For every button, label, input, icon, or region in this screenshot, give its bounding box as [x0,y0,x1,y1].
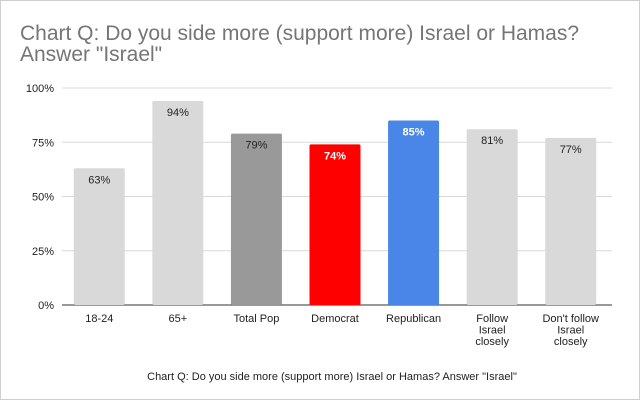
x-tick-label: Republican [386,313,441,325]
x-tick-label: 65+ [169,313,188,325]
x-tick-label: Don't follow [542,313,599,325]
bar [230,133,282,305]
bars [73,101,597,306]
bar [309,144,361,305]
data-label: 79% [245,140,267,152]
data-label: 85% [403,127,425,139]
x-tick-label: Israel [479,325,506,337]
x-tick-label: Follow [476,313,508,325]
bar [466,129,518,305]
x-tick-label: Democrat [311,313,359,325]
bar [388,120,440,305]
y-tick-label: 25% [32,246,54,258]
x-tick-label: closely [554,336,588,348]
y-tick-label: 50% [32,192,54,204]
data-label: 77% [560,144,582,156]
x-tick-label: 18-24 [85,313,113,325]
x-axis-caption: Chart Q: Do you side more (support more)… [147,371,517,383]
data-label: 81% [481,135,503,147]
x-tick-label: closely [475,336,509,348]
chart-title-line: Chart Q: Do you side more (support more)… [20,22,579,45]
data-label: 63% [88,174,110,186]
data-labels: 63% 94% 79% 74% 85% 81% 77% [88,107,582,186]
x-tick-label: Israel [557,325,584,337]
x-tick-label: Total Pop [233,313,279,325]
data-label: 74% [324,150,346,162]
chart-title: Chart Q: Do you side more (support more)… [20,22,579,66]
bar [73,168,125,305]
y-tick-label: 75% [32,137,54,149]
bar [545,137,597,305]
y-tick-label: 0% [38,300,54,312]
x-axis-category-labels: 18-24 65+ Total Pop Democrat Republican Follo… [85,313,599,348]
bar [152,101,204,306]
y-axis-tick-labels: 0% 25% 50% 75% 100% [26,83,54,312]
data-label: 94% [167,107,189,119]
chart-title-line: Answer "Israel" [20,43,162,66]
y-tick-label: 100% [26,83,54,95]
